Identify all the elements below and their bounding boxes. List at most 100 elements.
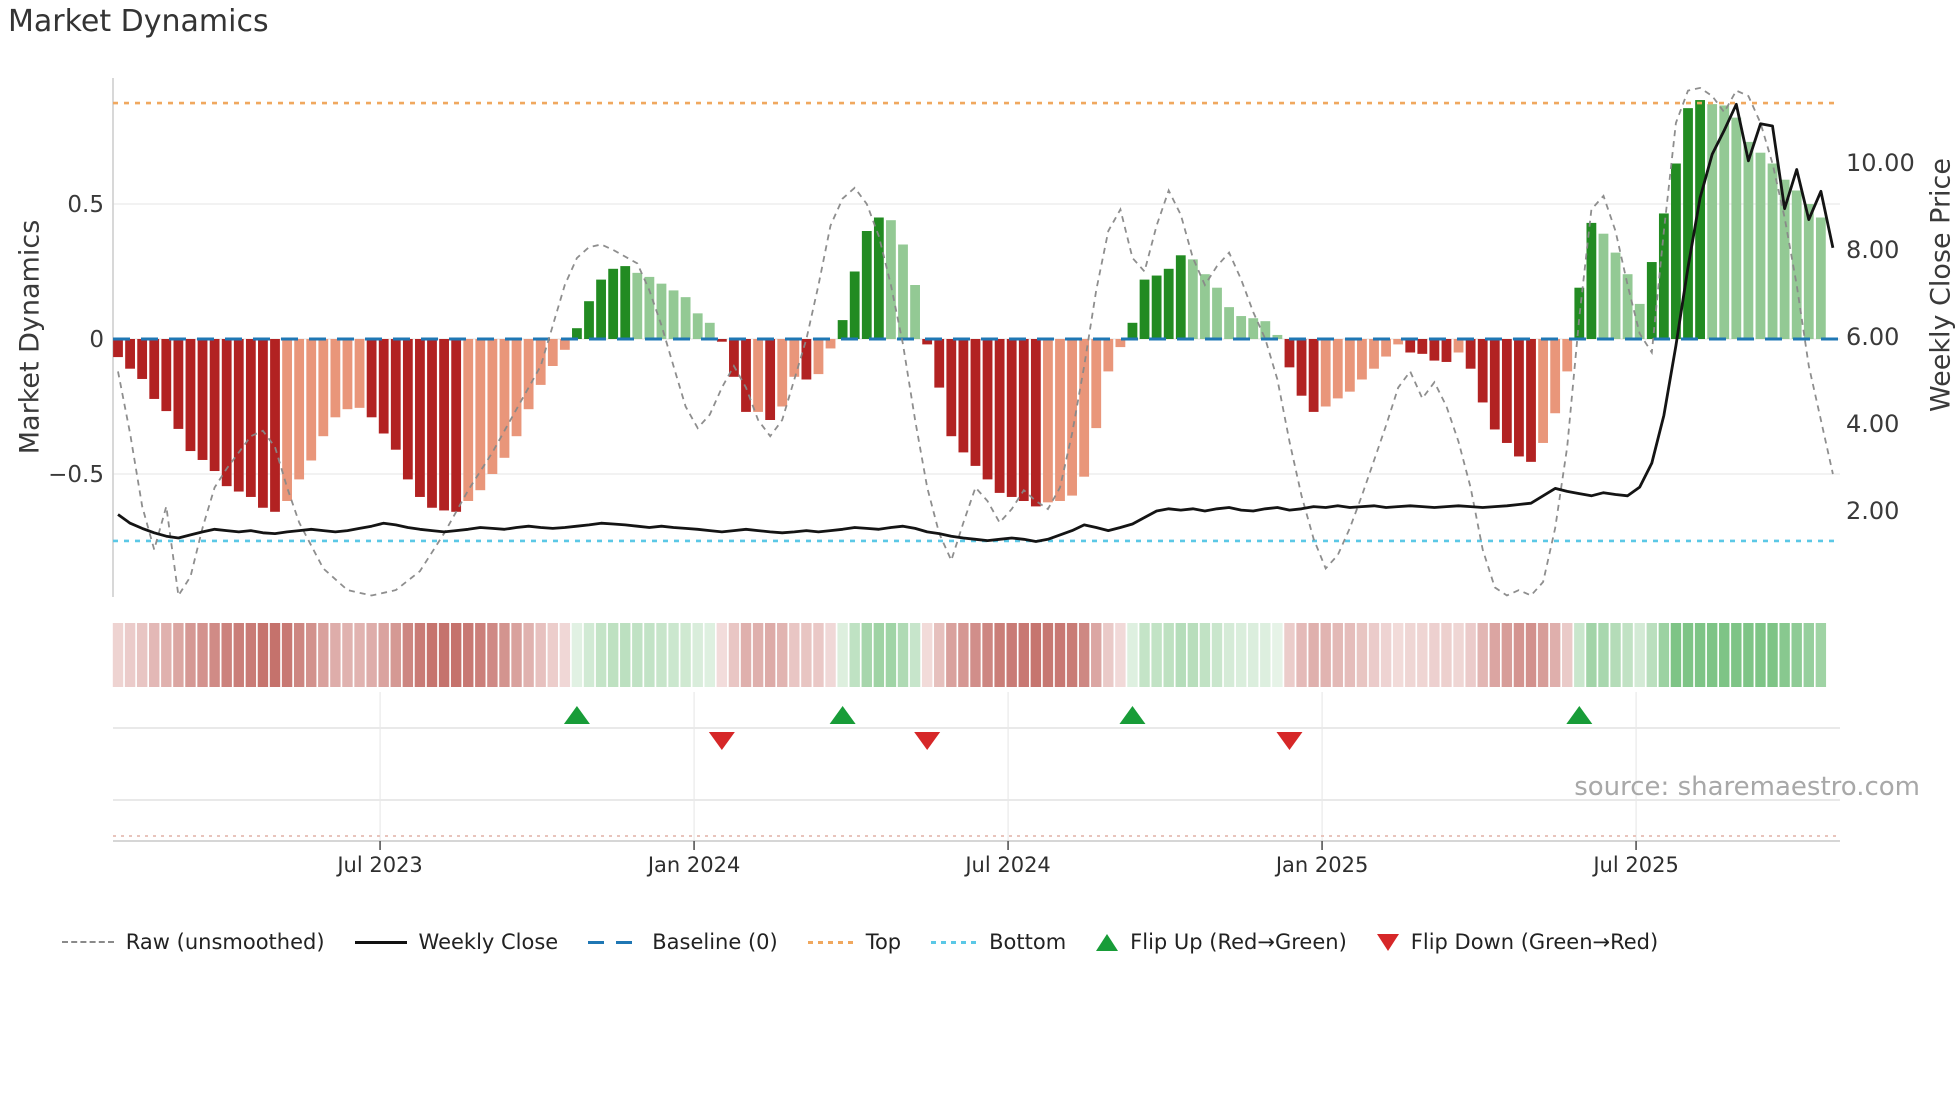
- heatmap-cell: [378, 623, 389, 687]
- legend-label-bottom: Bottom: [989, 930, 1067, 954]
- heatmap-cell: [595, 623, 607, 687]
- oscillator-bar: [1514, 339, 1524, 457]
- oscillator-bar: [499, 339, 510, 458]
- oscillator-bar: [849, 271, 860, 339]
- heatmap-cell: [1127, 623, 1138, 687]
- heatmap-cell: [511, 623, 522, 687]
- heatmap-cell: [1670, 623, 1682, 687]
- legend-label-flip-down: Flip Down (Green→Red): [1410, 930, 1659, 954]
- heatmap-cell: [921, 623, 933, 687]
- heatmap-cell: [1139, 623, 1150, 687]
- heatmap-cell: [789, 623, 800, 687]
- oscillator-bar: [1018, 339, 1029, 501]
- oscillator-bar: [1405, 339, 1416, 353]
- flip-down-triangle-icon: [1376, 933, 1399, 951]
- heatmap-cell: [487, 623, 498, 687]
- oscillator-bar: [946, 339, 957, 437]
- oscillator-bar: [572, 328, 582, 339]
- heatmap-cell: [644, 623, 655, 687]
- oscillator-bar: [197, 339, 208, 460]
- right-axis-tick-label: 4.00: [1846, 410, 1899, 438]
- heatmap-cell: [1115, 623, 1126, 687]
- heatmap-cell: [197, 623, 208, 687]
- heatmap-cell: [1598, 623, 1609, 687]
- oscillator-bar: [741, 339, 751, 412]
- heatmap-cell: [221, 623, 232, 687]
- heatmap-cell: [1066, 623, 1078, 687]
- oscillator-bar: [584, 301, 594, 339]
- oscillator-bar: [233, 339, 244, 492]
- x-axis-tick-label: Jan 2024: [646, 853, 741, 877]
- oscillator-bar: [1344, 339, 1355, 392]
- legend-label-raw: Raw (unsmoothed): [125, 930, 325, 954]
- close-line-swatch-icon: [354, 940, 407, 944]
- oscillator-bar: [1646, 262, 1657, 339]
- heatmap-cell: [849, 623, 860, 687]
- heatmap-cell: [1163, 623, 1174, 687]
- heatmap-cell: [1272, 623, 1283, 687]
- oscillator-bar: [1658, 213, 1669, 339]
- right-axis-tick-label: 2.00: [1846, 497, 1899, 525]
- heatmap-cell: [946, 623, 957, 687]
- heatmap-cell: [861, 623, 872, 687]
- heatmap-cell: [1235, 623, 1247, 687]
- heatmap-cell: [354, 623, 365, 687]
- oscillator-bar: [559, 339, 570, 350]
- oscillator-bar: [330, 339, 341, 418]
- legend-label-flip-up: Flip Up (Red→Green): [1130, 930, 1347, 954]
- left-axis-tick-label: 0.5: [67, 192, 104, 218]
- oscillator-bar: [1501, 339, 1512, 443]
- oscillator-bar: [994, 339, 1005, 493]
- oscillator-bar: [934, 339, 945, 388]
- oscillator-bar: [1139, 279, 1150, 339]
- heatmap-cell: [257, 623, 269, 687]
- heatmap-cell: [1658, 623, 1670, 687]
- oscillator-bar: [1429, 339, 1440, 361]
- oscillator-bar: [1381, 339, 1391, 357]
- oscillator-bar: [1091, 339, 1102, 429]
- oscillator-bar: [1055, 339, 1065, 501]
- heatmap-cell: [1042, 623, 1054, 687]
- heatmap-cell: [994, 623, 1005, 687]
- heatmap-cell: [281, 623, 293, 687]
- oscillator-bar: [523, 339, 534, 410]
- oscillator-bar: [342, 339, 353, 410]
- heatmap-cell: [1344, 623, 1356, 687]
- oscillator-bar: [837, 320, 848, 339]
- heatmap-cell: [1465, 623, 1476, 687]
- oscillator-bar: [270, 339, 280, 512]
- heatmap-cell: [1211, 623, 1223, 687]
- oscillator-bar: [451, 339, 462, 512]
- heatmap-cell: [632, 623, 643, 687]
- oscillator-bar: [777, 339, 788, 407]
- weekly-close-line: [117, 102, 1835, 543]
- oscillator-bar: [1731, 117, 1742, 339]
- heatmap-cell: [1586, 623, 1597, 687]
- oscillator-bar: [1550, 339, 1561, 414]
- heatmap-cell: [1537, 623, 1549, 687]
- heatmap-cell: [209, 623, 220, 687]
- oscillator-bar: [173, 339, 184, 429]
- x-axis-tick-label: Jan 2025: [1274, 853, 1369, 877]
- oscillator-bar: [898, 244, 908, 339]
- oscillator-bar: [1320, 339, 1331, 407]
- legend-item-weekly-close: Weekly Close: [354, 930, 558, 954]
- heatmap-cell: [414, 623, 426, 687]
- source-attribution: source: sharemaestro.com: [1574, 772, 1920, 802]
- oscillator-bar: [982, 339, 993, 480]
- oscillator-bar: [1043, 339, 1053, 503]
- heatmap-cell: [1320, 623, 1331, 687]
- heatmap-cell: [885, 623, 897, 687]
- oscillator-bar: [245, 339, 256, 497]
- oscillator-bar: [137, 339, 148, 379]
- heatmap-cell: [1513, 623, 1525, 687]
- heatmap-cell: [1429, 623, 1440, 687]
- flip-up-marker: [1566, 706, 1593, 724]
- heatmap-cell: [1477, 623, 1488, 687]
- heatmap-cell: [1767, 623, 1778, 687]
- oscillator-bar: [1465, 339, 1476, 369]
- oscillator-bar: [704, 322, 715, 339]
- oscillator-bar: [886, 220, 896, 339]
- heatmap-cell: [1018, 623, 1029, 687]
- heatmap-cell: [1803, 623, 1814, 687]
